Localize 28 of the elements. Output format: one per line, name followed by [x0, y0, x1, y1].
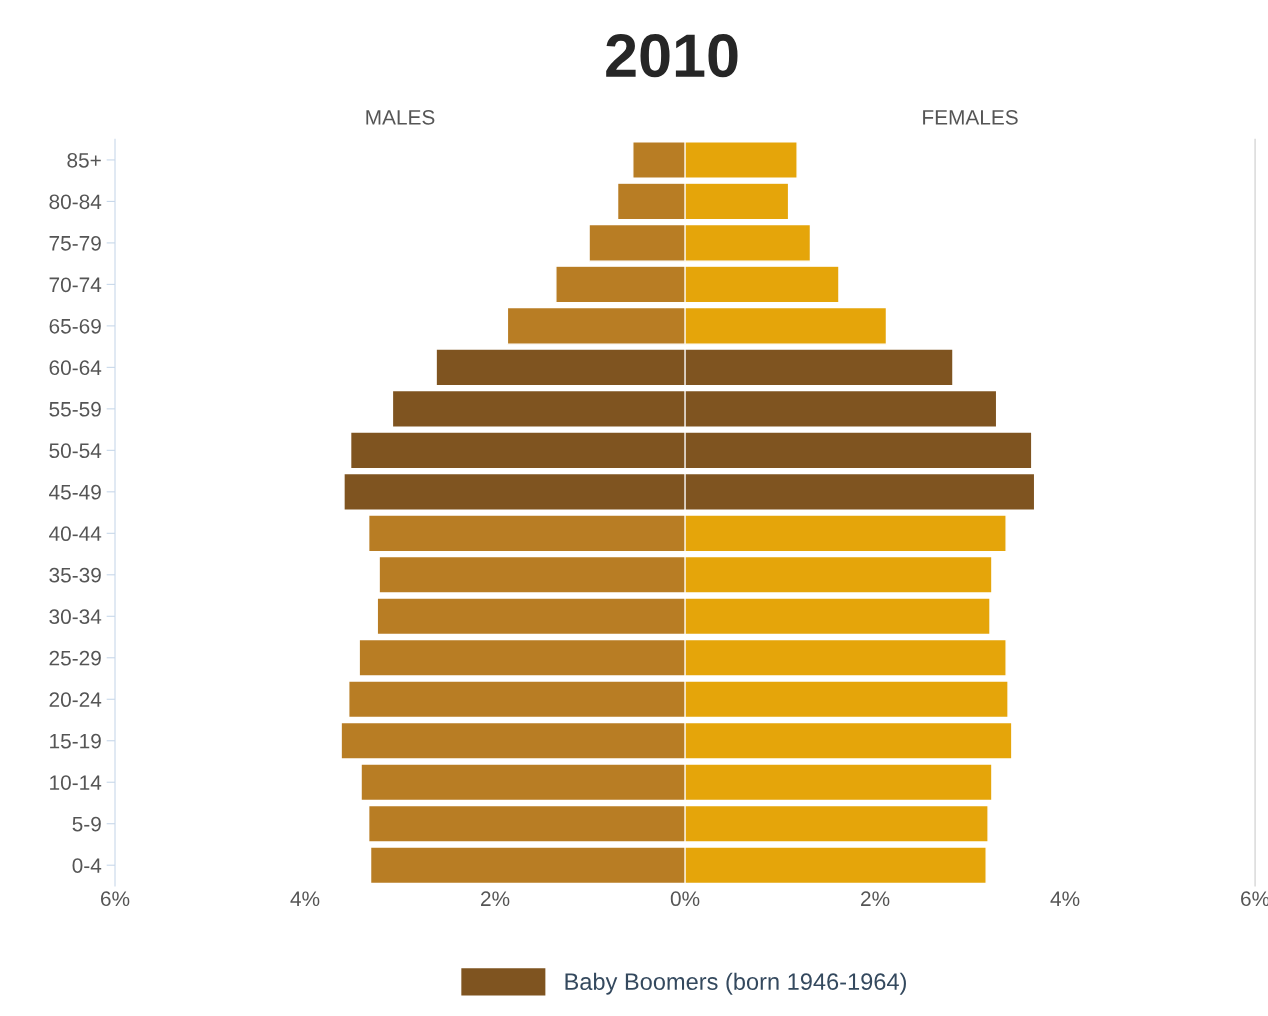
- chart-subtitle: FEMALES: [923, 109, 1018, 125]
- y-tick-label: 15-19: [50, 733, 101, 749]
- y-tick-label: 70-74: [49, 277, 102, 293]
- x-tick-label: 4%: [1050, 891, 1080, 907]
- y-tick-label: 5-9: [72, 816, 101, 832]
- y-tick-label: 25-29: [49, 650, 101, 666]
- y-tick-label: 80-84: [49, 194, 102, 210]
- y-tick-label: 75-79: [49, 235, 101, 251]
- chart-title: 2010: [606, 34, 738, 78]
- y-tick-label: 45-49: [49, 484, 101, 500]
- y-tick-label: 0-4: [72, 858, 102, 873]
- y-tick-label: 60-64: [49, 360, 102, 376]
- y-tick-label: 65-69: [49, 318, 101, 334]
- y-tick-label: 85+: [67, 152, 101, 168]
- y-tick-label: 20-24: [49, 692, 102, 708]
- y-tick-label: 40-44: [49, 526, 102, 542]
- x-tick-label: 4%: [290, 891, 320, 907]
- y-tick-label: 30-34: [49, 609, 102, 625]
- x-tick-label: 2%: [861, 891, 890, 907]
- x-tick-label: 6%: [101, 891, 130, 907]
- y-tick-label: 55-59: [49, 401, 101, 417]
- x-tick-label: 0%: [670, 891, 700, 907]
- y-tick-label: 10-14: [50, 775, 102, 790]
- y-tick-label: 50-54: [49, 443, 102, 459]
- y-tick-label: 35-39: [49, 567, 101, 583]
- chart-subtitle: MALES: [366, 109, 435, 125]
- legend-label: Baby Boomers (born 1946-1964): [565, 972, 906, 995]
- x-tick-label: 2%: [481, 891, 510, 907]
